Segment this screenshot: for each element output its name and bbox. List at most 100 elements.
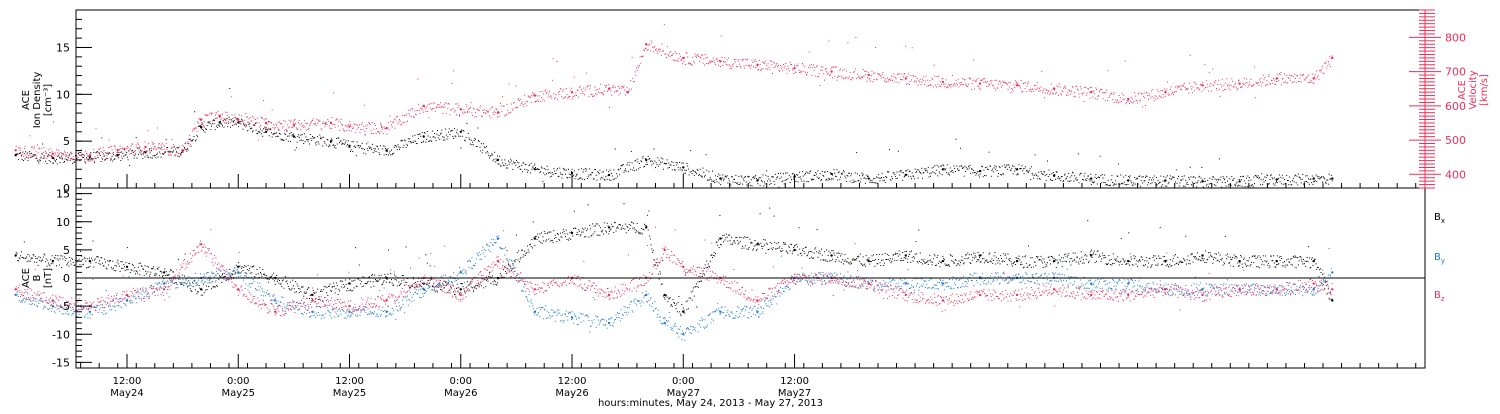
data-dot [374,125,376,126]
data-dot [903,176,905,178]
data-dot [1160,175,1162,177]
data-dot [837,256,839,258]
data-dot [1312,183,1314,185]
data-dot [329,283,331,285]
data-dot [83,154,84,155]
data-dot [1329,55,1331,57]
data-dot [128,150,130,152]
data-dot [1184,86,1186,88]
data-dot [851,263,852,265]
data-dot [23,257,24,259]
data-dot [320,136,321,138]
data-dot [68,155,70,157]
data-dot [45,160,46,162]
data-dot [1185,89,1187,91]
data-dot [218,278,220,280]
data-dot [655,162,657,164]
data-dot [191,140,193,141]
data-dot [696,56,697,58]
data-dot [82,154,84,156]
data-dot [513,101,515,103]
data-dot [1242,175,1244,177]
data-dot [705,267,707,269]
data-dot [706,169,708,171]
data-dot [83,159,85,161]
data-dot [531,95,533,97]
data-dot [351,125,353,127]
data-dot [260,124,261,126]
data-dot [1032,174,1034,176]
data-dot [570,174,572,176]
data-dot [233,119,235,121]
data-dot [373,285,375,287]
data-dot [198,285,200,286]
data-dot [86,152,87,154]
data-dot [508,112,509,114]
data-dot [1164,180,1166,182]
data-dot [775,248,777,250]
data-dot [192,286,194,288]
data-point [978,82,982,85]
data-dot [300,134,302,136]
data-dot [1190,86,1192,88]
data-dot [424,132,426,134]
data-dot [920,84,922,86]
data-dot [1010,170,1012,172]
data-dot [1029,89,1031,91]
data-dot [106,268,108,270]
data-dot [216,117,218,119]
data-dot [731,68,733,70]
data-dot [401,280,403,282]
data-dot [385,276,387,278]
data-dot [1109,95,1111,97]
data-dot [345,140,347,142]
data-dot [569,177,571,178]
data-dot [201,289,203,291]
data-dot [1320,176,1322,178]
data-dot [217,124,219,126]
data-dot [110,260,112,262]
data-dot [687,168,689,170]
data-dot [303,133,305,135]
data-dot [1050,179,1052,181]
data-dot [233,117,235,119]
data-dot [691,173,693,174]
data-dot [209,278,211,280]
data-dot [1134,95,1136,97]
data-dot [1061,176,1063,178]
data-dot [64,152,66,154]
data-dot [673,302,675,303]
data-dot [1094,98,1096,100]
data-dot [1257,82,1259,83]
data-dot [1062,91,1064,93]
data-dot [434,289,436,291]
data-dot [1017,85,1019,87]
data-dot [555,94,557,96]
data-dot [142,268,144,270]
data-dot [67,157,69,159]
data-dot [199,287,201,289]
data-dot [562,90,564,92]
data-dot [1136,100,1138,102]
data-dot [483,279,485,281]
data-point [645,158,648,162]
data-dot [72,262,74,263]
data-dot [930,259,931,261]
data-dot [1213,84,1215,86]
data-dot [605,230,607,232]
data-dot [681,162,683,164]
data-dot [353,123,355,125]
data-dot [1166,185,1168,187]
data-dot [429,103,430,105]
data-dot [257,131,259,133]
data-dot [448,103,450,105]
data-dot [701,175,703,177]
data-dot [671,169,673,171]
data-dot [265,118,267,120]
data-dot [175,152,177,154]
data-point [533,237,537,240]
data-dot [864,182,866,184]
data-dot [50,161,52,163]
data-dot [755,178,757,180]
data-dot [78,258,80,260]
